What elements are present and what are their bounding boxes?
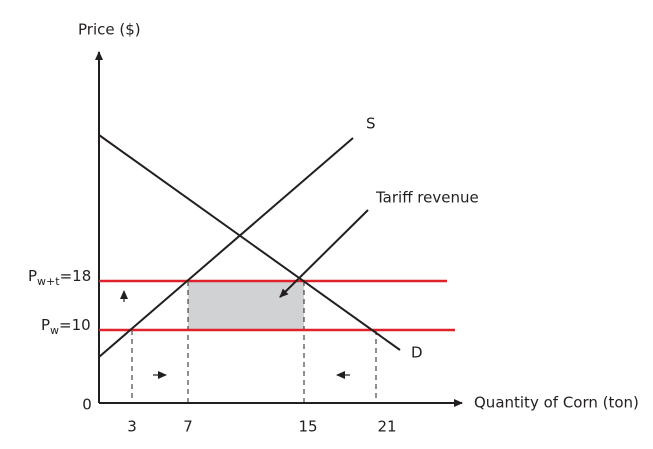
supply-label: S [366, 115, 376, 133]
origin-label: 0 [82, 396, 92, 414]
tariff-revenue-area [188, 281, 304, 330]
x-tick-label: 15 [298, 418, 317, 436]
annotation-arrow [279, 209, 369, 298]
demand-curve [98, 134, 401, 351]
price-label-tariff: Pw+t=18 [28, 267, 91, 289]
price-label-world: Pw=10 [41, 316, 91, 338]
x-tick-label: 7 [183, 418, 193, 436]
x-axis-label: Quantity of Corn (ton) [474, 394, 639, 412]
supply-curve [98, 137, 354, 358]
demand-label: D [411, 344, 423, 362]
dashed-guides [131, 281, 377, 403]
y-axis-label: Price ($) [78, 21, 141, 39]
x-tick-label: 3 [127, 418, 137, 436]
x-tick-label: 21 [377, 418, 396, 436]
annotation-label: Tariff revenue [375, 189, 479, 207]
